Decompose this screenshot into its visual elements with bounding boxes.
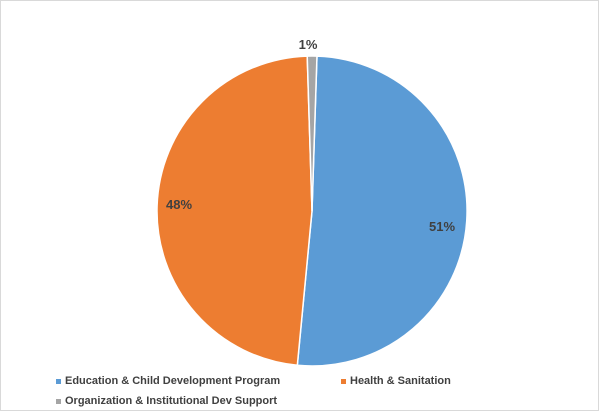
legend-label-health: Health & Sanitation bbox=[350, 375, 451, 387]
legend-swatch-health bbox=[341, 378, 346, 384]
legend-item-organization: Organization & Institutional Dev Support bbox=[56, 395, 277, 407]
pie-slices bbox=[156, 55, 468, 367]
legend-item-education: Education & Child Development Program bbox=[56, 375, 280, 387]
data-label-health: 48% bbox=[166, 197, 192, 212]
pie-data-labels: 51% 48% 1% bbox=[166, 37, 455, 234]
legend-label-education: Education & Child Development Program bbox=[65, 375, 281, 387]
legend-swatch-organization bbox=[56, 398, 61, 404]
data-label-organization: 1% bbox=[299, 37, 318, 52]
slice-education bbox=[296, 55, 468, 367]
legend-label-organization: Organization & Institutional Dev Support bbox=[65, 395, 278, 407]
slice-organization bbox=[306, 55, 318, 212]
legend-swatch-education bbox=[56, 378, 61, 384]
slice-health bbox=[156, 55, 313, 367]
pie-chart: 51% 48% 1% bbox=[156, 37, 468, 367]
data-label-education: 51% bbox=[429, 219, 455, 234]
legend-item-health: Health & Sanitation bbox=[341, 375, 451, 387]
